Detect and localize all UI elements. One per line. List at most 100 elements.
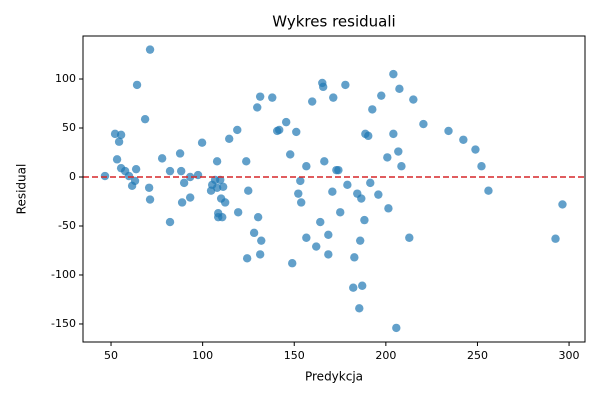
point (275, 125, 284, 135)
x-tick-label: 250 (467, 349, 488, 362)
point (368, 105, 377, 114)
point (145, 45, 155, 54)
point (394, 147, 403, 156)
y-tick-label: -150 (51, 317, 76, 330)
point (389, 69, 398, 79)
point (257, 236, 266, 245)
point (459, 135, 468, 144)
point (185, 193, 195, 202)
x-tick-label: 100 (192, 349, 213, 362)
point (288, 259, 297, 268)
point (179, 178, 189, 188)
point (336, 208, 345, 217)
point (392, 323, 401, 333)
point (349, 283, 358, 292)
point (484, 186, 493, 195)
point (366, 178, 375, 188)
point (307, 97, 317, 106)
chart-title: Wykres residuali (272, 13, 395, 31)
point (244, 186, 253, 195)
point (225, 134, 234, 143)
point (165, 166, 175, 176)
point (177, 166, 186, 176)
point (255, 92, 265, 101)
y-tick-label: 50 (62, 121, 76, 134)
point (157, 154, 167, 163)
point (360, 215, 369, 225)
x-axis-label: Predykcja (305, 370, 363, 384)
point (316, 217, 325, 227)
y-tick-label: -50 (58, 219, 76, 232)
point (175, 149, 185, 158)
point (124, 171, 134, 181)
point (409, 95, 418, 104)
y-axis-label: Residual (15, 164, 29, 215)
point (281, 117, 291, 127)
point (296, 176, 305, 186)
point (140, 114, 150, 124)
point (253, 103, 262, 112)
point (350, 253, 359, 262)
point (302, 233, 311, 242)
point (312, 242, 321, 251)
point (218, 182, 228, 191)
x-tick-label: 150 (284, 349, 305, 362)
point (255, 250, 265, 259)
point (242, 157, 251, 166)
point (358, 281, 367, 290)
point (389, 129, 398, 139)
point (114, 137, 124, 146)
x-tick-label: 300 (559, 349, 580, 362)
point (286, 150, 295, 159)
point (268, 93, 277, 102)
point (355, 304, 364, 313)
point (341, 80, 350, 90)
point (334, 165, 343, 175)
point (343, 180, 352, 190)
point (324, 250, 333, 259)
point (364, 131, 373, 141)
point (131, 164, 141, 174)
point (212, 157, 222, 166)
point (374, 190, 383, 199)
point (471, 145, 480, 154)
x-tick-label: 50 (104, 349, 118, 362)
plot-frame (82, 35, 586, 343)
point (193, 170, 203, 180)
point (558, 200, 567, 209)
point (357, 194, 366, 203)
point (297, 198, 306, 207)
point (355, 236, 365, 245)
point (233, 125, 242, 135)
point (218, 212, 227, 222)
point (249, 228, 259, 238)
y-tick-label: 0 (69, 170, 76, 183)
point (216, 175, 225, 185)
point (112, 155, 122, 164)
x-tick-label: 200 (375, 349, 396, 362)
point (292, 127, 301, 137)
point (328, 187, 337, 196)
point (233, 208, 243, 217)
y-tick-label: 100 (55, 72, 76, 85)
point (220, 198, 230, 207)
point (318, 82, 328, 92)
point (395, 84, 404, 94)
point (294, 189, 303, 198)
point (253, 212, 263, 222)
point (144, 183, 154, 192)
point (177, 198, 187, 207)
point (324, 230, 333, 240)
point (405, 233, 414, 242)
point (130, 176, 140, 186)
y-tick-label: -100 (51, 268, 76, 281)
point (100, 171, 110, 181)
point (444, 126, 453, 136)
point (302, 162, 311, 171)
point (419, 119, 428, 129)
point (197, 138, 207, 147)
point (165, 217, 175, 227)
point (477, 162, 486, 171)
